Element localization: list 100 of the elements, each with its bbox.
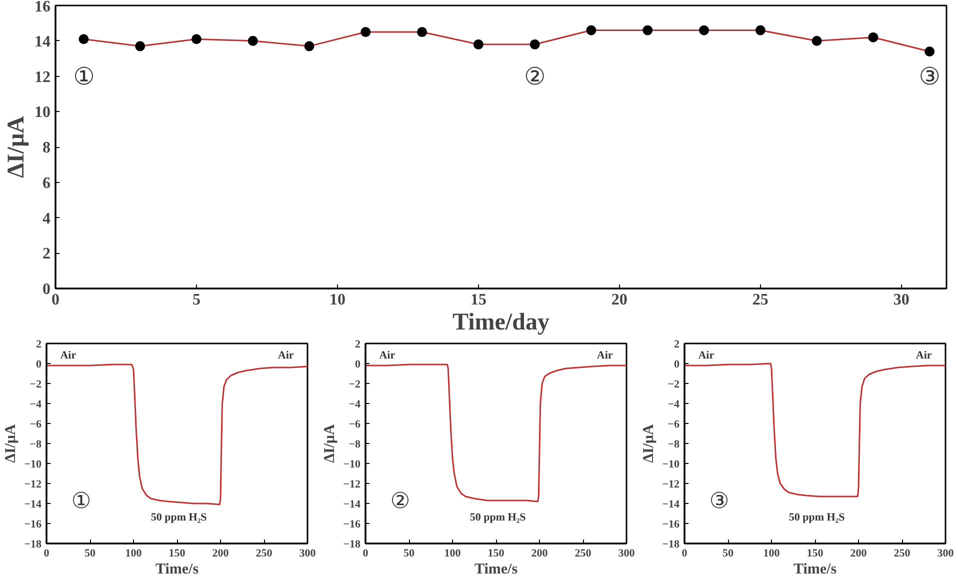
annotation: ② bbox=[524, 62, 546, 90]
y-tick-label: −16 bbox=[24, 518, 42, 530]
y-tick-label: −10 bbox=[662, 458, 680, 470]
point bbox=[530, 39, 540, 50]
y-tick-label: 2 bbox=[355, 338, 361, 350]
y-tick-label: 2 bbox=[674, 338, 680, 350]
x-tick-label: 0 bbox=[362, 548, 369, 560]
x-axis-title: Time/s bbox=[793, 562, 837, 578]
x-tick-label: 30 bbox=[893, 292, 910, 308]
y-tick-label: −18 bbox=[343, 538, 361, 550]
point bbox=[248, 36, 258, 46]
annotation: 50 ppm H₂S bbox=[788, 512, 845, 524]
y-tick-label: 14 bbox=[34, 33, 50, 50]
point bbox=[417, 27, 428, 38]
y-tick-label: 0 bbox=[42, 281, 50, 298]
y-tick-label: −8 bbox=[348, 438, 361, 450]
y-tick-label: 2 bbox=[42, 246, 50, 263]
point bbox=[78, 34, 89, 44]
point bbox=[699, 25, 710, 36]
x-axis-title: Time/day bbox=[452, 310, 550, 336]
annotation: Air bbox=[278, 350, 294, 362]
annotation: Air bbox=[379, 350, 396, 362]
y-tick-label: −4 bbox=[30, 398, 42, 410]
x-tick-label: 20 bbox=[611, 292, 628, 308]
y-tick-label: 0 bbox=[355, 358, 361, 370]
point bbox=[360, 27, 371, 38]
x-tick-label: 250 bbox=[256, 548, 273, 560]
x-tick-label: 10 bbox=[329, 292, 346, 308]
y-tick-label: 6 bbox=[42, 174, 50, 192]
y-tick-label: −8 bbox=[30, 438, 42, 450]
y-axis-title: ΔI/μA bbox=[3, 424, 20, 463]
y-tick-label: 4 bbox=[42, 210, 50, 228]
y-axis-title: ΔI/μA bbox=[322, 424, 338, 463]
annotation: ③ bbox=[918, 62, 940, 90]
x-tick-label: 200 bbox=[212, 548, 230, 560]
x-tick-label: 150 bbox=[488, 548, 505, 560]
annotation: 50 ppm H₂S bbox=[470, 512, 526, 524]
annotation: Air bbox=[596, 350, 613, 362]
x-tick-label: 150 bbox=[168, 548, 186, 560]
x-tick-label: 200 bbox=[531, 548, 548, 560]
y-tick-label: −16 bbox=[662, 518, 680, 530]
y-tick-label: −14 bbox=[24, 498, 42, 510]
y-tick-label: −6 bbox=[30, 418, 42, 430]
annotation: Air bbox=[60, 350, 76, 362]
y-tick-label: −4 bbox=[348, 398, 361, 410]
y-tick-label: −6 bbox=[348, 418, 361, 430]
x-tick-label: 150 bbox=[806, 548, 824, 560]
y-tick-label: 12 bbox=[34, 68, 50, 86]
x-tick-label: 15 bbox=[470, 292, 486, 308]
point bbox=[135, 41, 146, 52]
x-tick-label: 50 bbox=[84, 548, 96, 560]
y-tick-label: −12 bbox=[343, 478, 361, 490]
y-tick-label: 16 bbox=[34, 0, 50, 16]
x-axis-title: Time/s bbox=[474, 562, 518, 578]
point bbox=[586, 25, 596, 36]
x-tick-label: 300 bbox=[618, 548, 636, 560]
annotation: ② bbox=[390, 489, 410, 514]
point bbox=[812, 36, 822, 46]
y-tick-label: 0 bbox=[36, 358, 42, 370]
y-tick-label: −12 bbox=[24, 478, 42, 490]
y-axis-title: ΔI/μA bbox=[4, 115, 30, 178]
y-tick-label: 0 bbox=[674, 358, 680, 370]
x-tick-label: 100 bbox=[444, 548, 462, 560]
point bbox=[473, 39, 484, 50]
x-tick-label: 100 bbox=[763, 548, 780, 560]
x-tick-label: 25 bbox=[752, 292, 768, 308]
annotation: 50 ppm H₂S bbox=[150, 512, 207, 524]
y-tick-label: −2 bbox=[30, 378, 42, 390]
x-tick-label: 250 bbox=[574, 548, 592, 560]
point bbox=[924, 46, 935, 56]
point bbox=[642, 25, 653, 36]
y-tick-label: −18 bbox=[24, 538, 42, 550]
y-tick-label: −10 bbox=[343, 458, 361, 470]
point bbox=[191, 34, 202, 44]
point bbox=[868, 32, 878, 42]
x-tick-label: 50 bbox=[722, 548, 734, 560]
y-tick-label: −8 bbox=[668, 438, 680, 450]
x-tick-label: 250 bbox=[894, 548, 911, 560]
y-tick-label: −2 bbox=[348, 378, 361, 390]
annotation: Air bbox=[698, 350, 714, 362]
point bbox=[755, 25, 766, 36]
y-tick-label: −10 bbox=[24, 458, 42, 470]
y-tick-label: −4 bbox=[668, 398, 680, 410]
y-tick-label: 8 bbox=[42, 140, 50, 156]
y-tick-label: −12 bbox=[662, 478, 680, 490]
y-tick-label: 10 bbox=[34, 104, 50, 122]
annotation: ① bbox=[71, 489, 92, 514]
annotation: ③ bbox=[709, 489, 730, 514]
x-tick-label: 0 bbox=[682, 548, 688, 560]
point bbox=[304, 41, 314, 52]
x-tick-label: 5 bbox=[192, 292, 200, 308]
y-tick-label: −2 bbox=[668, 378, 680, 390]
y-tick-label: −18 bbox=[662, 538, 680, 550]
y-tick-label: −16 bbox=[343, 518, 361, 530]
y-tick-label: −14 bbox=[662, 498, 680, 510]
x-tick-label: 300 bbox=[937, 548, 954, 560]
annotation: Air bbox=[916, 350, 932, 362]
x-axis-title: Time/s bbox=[155, 562, 199, 578]
x-tick-label: 300 bbox=[299, 548, 316, 560]
x-tick-label: 100 bbox=[125, 548, 142, 560]
